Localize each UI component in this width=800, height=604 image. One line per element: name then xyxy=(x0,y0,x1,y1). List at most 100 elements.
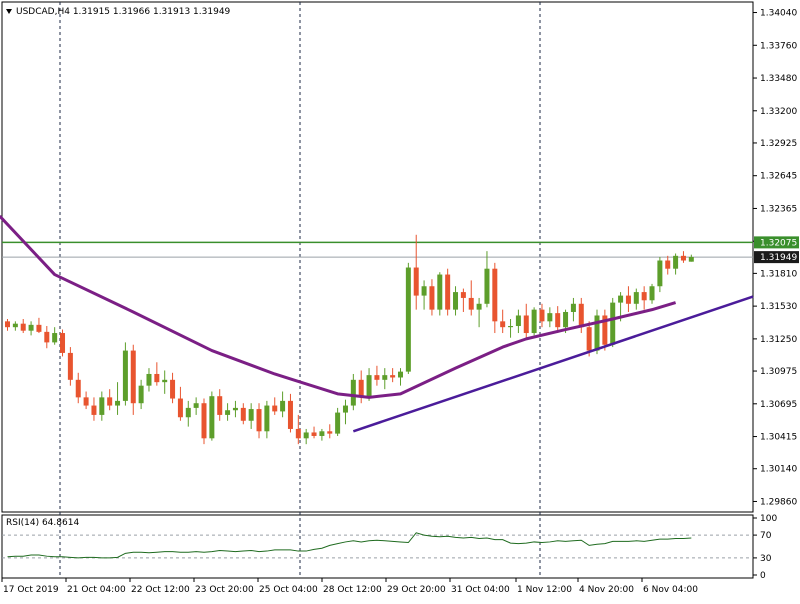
candle xyxy=(327,424,333,439)
candle xyxy=(523,303,529,339)
price-tick-label: 1.33200 xyxy=(760,107,797,117)
time-tick-label: 31 Oct 04:00 xyxy=(451,585,510,595)
price-tick-label: 1.32925 xyxy=(760,139,797,149)
candle xyxy=(225,403,231,421)
candle xyxy=(256,403,262,439)
candle xyxy=(398,368,403,386)
candle xyxy=(295,414,301,445)
rsi-tick-label: 30 xyxy=(760,554,772,564)
day-separators xyxy=(59,2,541,578)
candle xyxy=(5,318,10,331)
candle xyxy=(515,309,521,334)
candle xyxy=(673,253,679,275)
candle xyxy=(484,251,490,308)
candle xyxy=(641,286,647,310)
candle xyxy=(421,280,427,310)
rsi-label: RSI(14) 64.8614 xyxy=(6,518,79,528)
candle xyxy=(413,234,419,310)
price-axis: 1.34040 1.33760 1.33480 1.33200 1.32925 1.326… xyxy=(753,9,799,507)
candle xyxy=(138,379,144,410)
price-tick-label: 1.34040 xyxy=(760,9,797,19)
price-tick-label: 1.30695 xyxy=(760,400,797,410)
candle xyxy=(610,297,616,348)
candle xyxy=(539,303,545,328)
candle xyxy=(52,327,58,345)
candle xyxy=(508,318,514,338)
price-tick-label: 1.32645 xyxy=(760,172,797,182)
current-price-tag: 1.31949 xyxy=(754,251,799,264)
candle xyxy=(130,344,136,415)
candle xyxy=(335,407,341,436)
candle xyxy=(531,307,537,336)
candle xyxy=(492,262,498,334)
price-tick-label: 1.31810 xyxy=(760,269,797,279)
time-tick-label: 23 Oct 20:00 xyxy=(195,585,254,595)
price-tick-label: 1.33480 xyxy=(760,74,797,84)
candle xyxy=(437,272,443,316)
time-tick-label: 4 Nov 20:00 xyxy=(579,585,634,595)
candle xyxy=(146,368,152,392)
resistance-price-tag: 1.32075 xyxy=(754,236,799,249)
candle xyxy=(28,321,34,336)
time-tick-label: 17 Oct 2019 xyxy=(3,585,59,595)
candle xyxy=(547,307,553,328)
candle xyxy=(67,347,73,386)
rsi-frame xyxy=(1,514,754,579)
candle xyxy=(594,309,600,355)
candle xyxy=(83,391,89,410)
candle xyxy=(185,400,191,427)
chart-header: USDCAD,H4 1.31915 1.31966 1.31913 1.3194… xyxy=(16,7,231,17)
candle xyxy=(217,389,223,421)
triangle-down-icon[interactable] xyxy=(6,9,12,14)
price-tick-label: 1.30415 xyxy=(760,433,797,443)
candle xyxy=(303,428,309,445)
candle xyxy=(390,368,396,383)
price-tick-label: 1.31250 xyxy=(760,335,797,345)
price-tick-label: 1.31530 xyxy=(760,302,797,312)
time-tick-label: 28 Oct 12:00 xyxy=(323,585,382,595)
candle xyxy=(680,251,686,263)
candle xyxy=(319,428,325,441)
candle xyxy=(170,372,176,404)
rsi-tick-label: 70 xyxy=(760,531,772,541)
candle xyxy=(12,321,18,331)
ascending-trendline xyxy=(352,295,754,433)
candle xyxy=(209,391,215,441)
candle xyxy=(122,342,128,406)
candle xyxy=(20,318,26,334)
candle xyxy=(177,386,183,421)
candle xyxy=(476,297,482,328)
rsi-tick-label: 100 xyxy=(760,514,777,524)
candle xyxy=(342,399,348,425)
candle xyxy=(374,365,380,386)
candle xyxy=(366,368,372,401)
candle xyxy=(264,400,270,439)
svg-text:1.32075: 1.32075 xyxy=(760,238,797,248)
price-tick-label: 1.33760 xyxy=(760,41,797,51)
candle xyxy=(36,317,42,334)
rsi-panel: RSI(14) 64.8614 100 70 30 0 xyxy=(2,514,777,581)
candle xyxy=(75,372,81,404)
candle xyxy=(115,382,121,415)
candle xyxy=(162,370,168,394)
candle xyxy=(453,286,459,316)
time-tick-label: 22 Oct 12:00 xyxy=(131,585,190,595)
candle xyxy=(107,389,113,411)
candle xyxy=(665,255,671,275)
candle xyxy=(232,400,238,418)
candle xyxy=(649,283,655,304)
candle xyxy=(358,370,364,404)
candle xyxy=(248,403,254,429)
candle xyxy=(570,297,576,322)
candle xyxy=(60,329,66,357)
candle xyxy=(625,286,631,312)
candle xyxy=(657,257,663,293)
candle xyxy=(555,306,561,334)
price-tick-label: 1.30975 xyxy=(760,367,797,377)
time-axis: 17 Oct 2019 21 Oct 04:00 22 Oct 12:00 23 Oc… xyxy=(1,578,698,595)
candle xyxy=(445,268,451,316)
price-tick-label: 1.32365 xyxy=(760,204,797,214)
candle xyxy=(350,373,356,411)
candlesticks xyxy=(5,234,694,445)
